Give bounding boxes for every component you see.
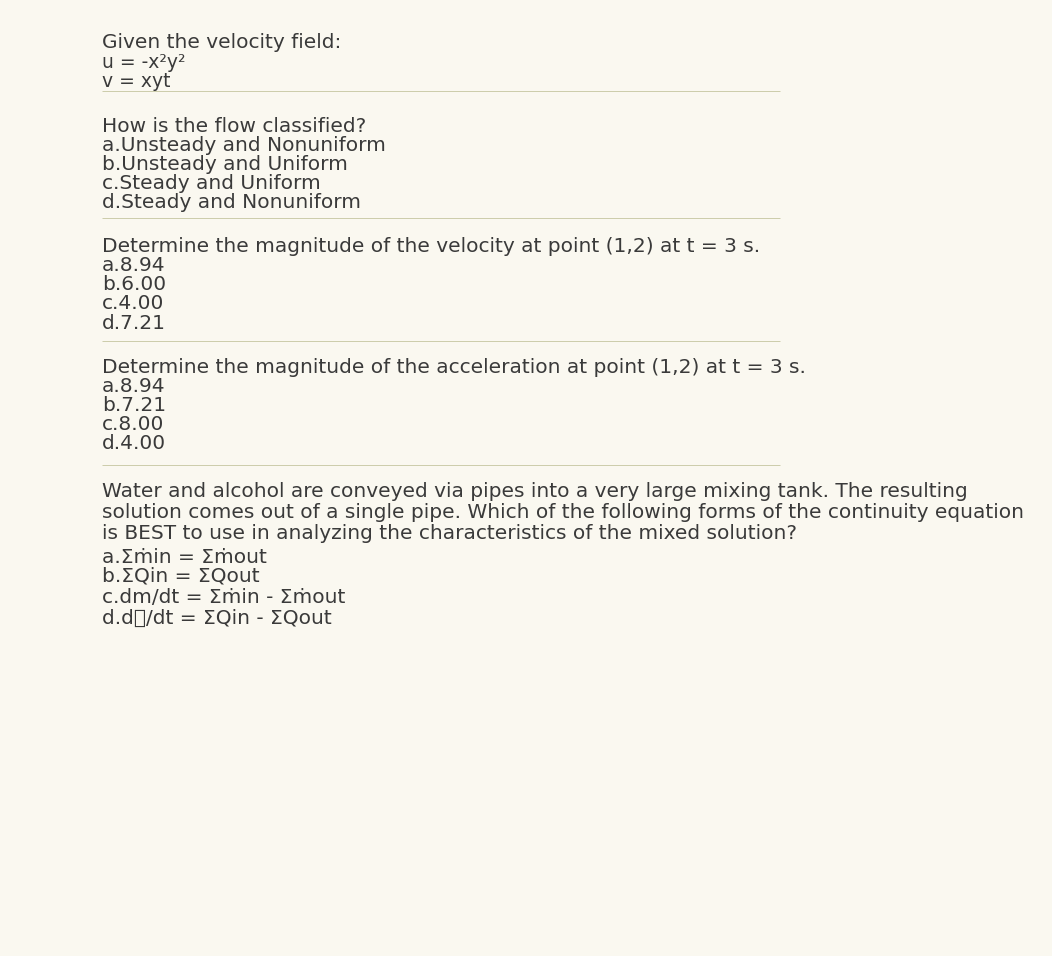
Text: is BEST to use in analyzing the characteristics of the mixed solution?: is BEST to use in analyzing the characte… [102,524,796,543]
Text: a.8.94: a.8.94 [102,377,165,396]
Text: a.8.94: a.8.94 [102,256,165,275]
Text: How is the flow classified?: How is the flow classified? [102,117,366,136]
Text: d.dⲥ/dt = ΣQin - ΣQout: d.dⲥ/dt = ΣQin - ΣQout [102,609,331,628]
Text: Water and alcohol are conveyed via pipes into a very large mixing tank. The resu: Water and alcohol are conveyed via pipes… [102,482,968,501]
Text: c.8.00: c.8.00 [102,415,164,434]
Text: c.4.00: c.4.00 [102,294,164,314]
Text: solution comes out of a single pipe. Which of the following forms of the continu: solution comes out of a single pipe. Whi… [102,503,1024,522]
Text: b.ΣQin = ΣQout: b.ΣQin = ΣQout [102,567,260,586]
Text: a.Unsteady and Nonuniform: a.Unsteady and Nonuniform [102,136,386,155]
Text: d.Steady and Nonuniform: d.Steady and Nonuniform [102,193,361,212]
Text: u = -x²y²: u = -x²y² [102,53,185,72]
Text: b.7.21: b.7.21 [102,396,166,415]
Text: Determine the magnitude of the acceleration at point (1,2) at t = 3 s.: Determine the magnitude of the accelerat… [102,358,806,377]
Text: d.4.00: d.4.00 [102,434,166,453]
Text: Determine the magnitude of the velocity at point (1,2) at t = 3 s.: Determine the magnitude of the velocity … [102,237,760,256]
Text: c.Steady and Uniform: c.Steady and Uniform [102,174,321,193]
Text: b.Unsteady and Uniform: b.Unsteady and Uniform [102,155,347,174]
Text: b.6.00: b.6.00 [102,275,166,294]
Text: d.7.21: d.7.21 [102,314,166,333]
Text: v = xyt: v = xyt [102,72,170,91]
Text: a.Σṁin = Σṁout: a.Σṁin = Σṁout [102,548,266,567]
Text: c.dm/dt = Σṁin - Σṁout: c.dm/dt = Σṁin - Σṁout [102,588,345,607]
Text: Given the velocity field:: Given the velocity field: [102,33,341,53]
